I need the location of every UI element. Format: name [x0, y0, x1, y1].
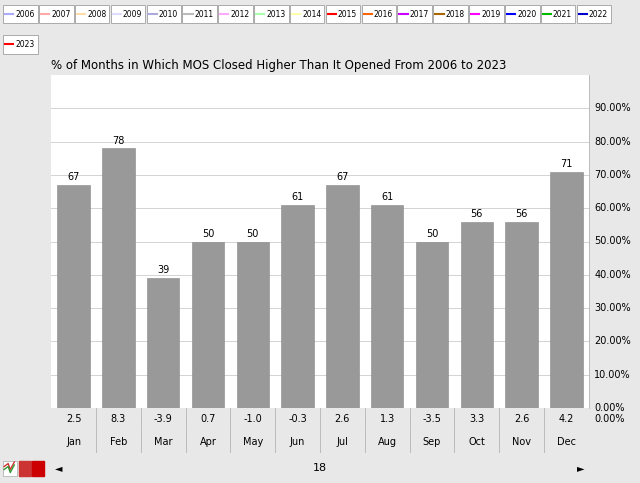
Text: 2.6: 2.6: [514, 414, 529, 425]
Text: 2008: 2008: [87, 10, 106, 19]
Text: 2023: 2023: [15, 40, 35, 49]
Text: 2020: 2020: [517, 10, 536, 19]
Text: 0.00%: 0.00%: [594, 414, 625, 425]
Text: ►: ►: [577, 463, 584, 473]
Text: -1.0: -1.0: [243, 414, 262, 425]
Text: Nov: Nov: [512, 437, 531, 447]
Text: Sep: Sep: [423, 437, 441, 447]
Text: May: May: [243, 437, 263, 447]
Text: 2016: 2016: [374, 10, 393, 19]
Text: 90.00%: 90.00%: [594, 103, 631, 113]
Text: 2015: 2015: [338, 10, 357, 19]
Text: 2022: 2022: [589, 10, 608, 19]
Bar: [282, 205, 314, 408]
Text: 20.00%: 20.00%: [594, 337, 631, 346]
Text: 2011: 2011: [195, 10, 214, 19]
Text: 60.00%: 60.00%: [594, 203, 631, 213]
Text: 30.00%: 30.00%: [594, 303, 631, 313]
Bar: [550, 171, 582, 408]
Text: ◄: ◄: [56, 463, 63, 473]
Text: 71: 71: [560, 159, 573, 169]
Bar: [147, 278, 179, 408]
Text: 50: 50: [202, 229, 214, 239]
Text: Jul: Jul: [337, 437, 348, 447]
Text: 2013: 2013: [266, 10, 285, 19]
Bar: [192, 242, 224, 408]
Text: 8.3: 8.3: [111, 414, 126, 425]
Bar: [506, 222, 538, 408]
Bar: [416, 242, 448, 408]
Text: 61: 61: [381, 192, 394, 202]
Text: 56: 56: [515, 209, 528, 219]
Text: 2017: 2017: [410, 10, 429, 19]
Text: 2010: 2010: [159, 10, 178, 19]
Text: 67: 67: [336, 172, 349, 182]
Text: Oct: Oct: [468, 437, 485, 447]
Text: 3.3: 3.3: [469, 414, 484, 425]
Text: 80.00%: 80.00%: [594, 137, 631, 146]
Bar: [461, 222, 493, 408]
Text: 39: 39: [157, 266, 170, 275]
Text: 2.6: 2.6: [335, 414, 350, 425]
Text: 2012: 2012: [230, 10, 250, 19]
Text: 2006: 2006: [15, 10, 35, 19]
Text: -3.9: -3.9: [154, 414, 173, 425]
Text: 2021: 2021: [553, 10, 572, 19]
Text: Feb: Feb: [109, 437, 127, 447]
Text: % of Months in Which MOS Closed Higher Than It Opened From 2006 to 2023: % of Months in Which MOS Closed Higher T…: [51, 59, 507, 72]
Text: 2009: 2009: [123, 10, 142, 19]
Text: 40.00%: 40.00%: [594, 270, 631, 280]
Text: 67: 67: [67, 172, 80, 182]
Text: Jun: Jun: [290, 437, 305, 447]
Text: Dec: Dec: [557, 437, 576, 447]
Text: Apr: Apr: [200, 437, 216, 447]
Bar: [326, 185, 358, 408]
Text: 2018: 2018: [445, 10, 465, 19]
Text: 4.2: 4.2: [559, 414, 574, 425]
Text: 56: 56: [470, 209, 483, 219]
Text: 2.5: 2.5: [66, 414, 81, 425]
Text: 50: 50: [426, 229, 438, 239]
Text: 2014: 2014: [302, 10, 321, 19]
Bar: [58, 185, 90, 408]
Text: 1.3: 1.3: [380, 414, 395, 425]
Text: 70.00%: 70.00%: [594, 170, 631, 180]
Text: 50: 50: [246, 229, 259, 239]
Text: 2007: 2007: [51, 10, 70, 19]
Text: 61: 61: [291, 192, 304, 202]
Text: Mar: Mar: [154, 437, 172, 447]
Bar: [102, 148, 134, 408]
Bar: [237, 242, 269, 408]
Text: 2019: 2019: [481, 10, 500, 19]
Text: Aug: Aug: [378, 437, 397, 447]
Text: 50.00%: 50.00%: [594, 237, 631, 246]
Text: 10.00%: 10.00%: [594, 370, 631, 380]
Text: 0.7: 0.7: [200, 414, 216, 425]
Text: -3.5: -3.5: [422, 414, 442, 425]
Bar: [371, 205, 403, 408]
Text: 78: 78: [112, 136, 125, 145]
Text: 18: 18: [313, 463, 327, 473]
Text: 0.00%: 0.00%: [594, 403, 625, 413]
Text: Jan: Jan: [66, 437, 81, 447]
Text: -0.3: -0.3: [288, 414, 307, 425]
